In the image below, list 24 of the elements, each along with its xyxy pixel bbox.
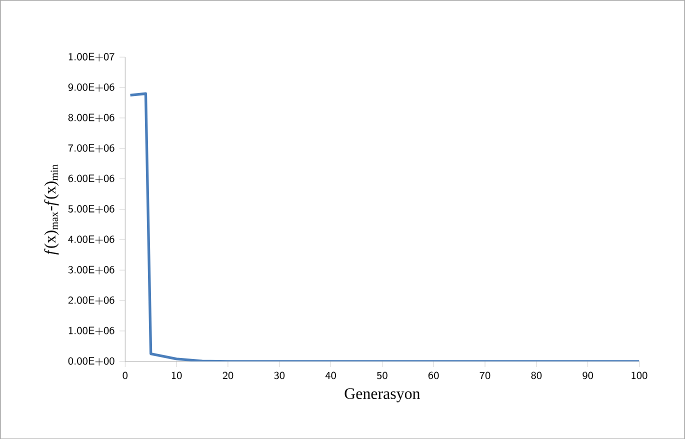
x-tick-label: 30 — [274, 372, 285, 380]
x-tick-label: 40 — [325, 372, 336, 380]
x-tick-label: 100 — [632, 372, 648, 380]
y-tick-label: 3.00E+06 — [68, 266, 114, 274]
x-tick-label: 60 — [428, 372, 439, 380]
x-tick-label: 20 — [222, 372, 234, 380]
x-tick-label: 10 — [172, 372, 182, 380]
x-tick-label: 80 — [531, 372, 542, 380]
x-axis-title: Generasyon — [344, 388, 420, 402]
x-tick-label: 70 — [480, 372, 490, 380]
y-tick-label: 0.00E+00 — [68, 357, 114, 366]
y-tick-label: 4.00E+06 — [68, 235, 114, 244]
x-tick-label: 90 — [582, 372, 594, 380]
y-tick-label: 9.00E+06 — [68, 83, 114, 92]
y-tick-label: 1.00E+07 — [68, 52, 114, 62]
y-tick-label: 2.00E+06 — [68, 296, 114, 305]
x-tick-label: 50 — [376, 372, 388, 380]
y-tick-label: 6.00E+06 — [68, 174, 114, 183]
y-tick-label: 1.00E+06 — [68, 326, 114, 336]
y-tick-label: 8.00E+06 — [68, 114, 114, 122]
y-axis-title: f(x)$_{max}$-f(x)$_{min}$ — [44, 164, 59, 255]
y-tick-label: 5.00E+06 — [68, 204, 114, 214]
y-tick-label: 7.00E+06 — [68, 144, 114, 152]
x-tick-label: 0 — [122, 372, 128, 380]
